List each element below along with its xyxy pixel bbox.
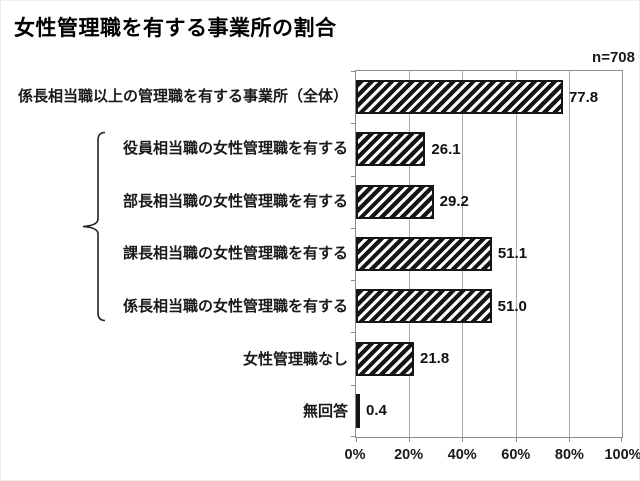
bar: [356, 80, 563, 115]
category-label: 部長相当職の女性管理職を有する: [122, 192, 348, 210]
category-label: 課長相当職の女性管理職を有する: [122, 245, 348, 263]
bar-row: 51.0: [356, 280, 622, 332]
x-tick: [462, 437, 464, 442]
bar-value-label: 21.8: [419, 350, 450, 368]
x-axis-tick-label: 0%: [344, 447, 366, 463]
x-axis-tick-label: 60%: [501, 447, 531, 463]
bar-value-label: 26.1: [431, 140, 461, 158]
bar-row: 26.1: [356, 123, 622, 175]
category-label: 女性管理職なし: [242, 350, 348, 368]
x-axis-tick-label: 80%: [554, 447, 584, 463]
x-tick: [356, 437, 357, 442]
bar: [356, 393, 360, 428]
category-label-row: 無回答: [0, 385, 348, 438]
bar-value-label: 77.8: [568, 88, 599, 106]
bar: [356, 236, 492, 271]
sample-size-label: n=708: [592, 49, 635, 66]
bar: [356, 132, 426, 167]
gridline: [568, 71, 570, 437]
bar-row: 77.8: [356, 71, 622, 123]
bar-value-label: 29.2: [439, 193, 469, 211]
category-label: 係長相当職以上の管理職を有する事業所（全体）: [17, 87, 348, 105]
y-tick: [351, 71, 356, 72]
category-label-row: 係長相当職以上の管理職を有する事業所（全体）: [0, 70, 348, 123]
category-label-row: 課長相当職の女性管理職を有する: [0, 228, 348, 281]
y-tick: [351, 175, 356, 177]
x-tick: [515, 437, 517, 442]
x-axis-tick-label: 100%: [604, 447, 640, 463]
bar-rows: 77.8 26.1 29.2 51.1 51.0 21.8 0.4: [356, 71, 622, 437]
bar: [356, 289, 492, 324]
x-axis-labels: 0% 20% 40% 60% 80% 100%: [345, 447, 640, 465]
y-tick: [351, 227, 356, 229]
gridline: [515, 71, 517, 437]
category-label: 係長相当職の女性管理職を有する: [122, 297, 348, 315]
bar-row: 51.1: [356, 228, 622, 280]
y-tick: [351, 332, 356, 334]
x-tick: [409, 437, 411, 442]
bar-value-label: 0.4: [366, 402, 387, 420]
x-axis-ticks: [356, 437, 622, 443]
y-tick: [351, 384, 356, 386]
x-axis-tick-label: 20%: [394, 447, 424, 463]
category-label-row: 女性管理職なし: [0, 333, 348, 386]
y-tick: [351, 123, 356, 125]
y-tick: [351, 280, 356, 282]
category-label-row: 部長相当職の女性管理職を有する: [0, 175, 348, 228]
category-label-row: 係長相当職の女性管理職を有する: [0, 280, 348, 333]
x-tick: [568, 437, 570, 442]
group-brace: [82, 131, 106, 322]
bar-row: 0.4: [356, 385, 622, 437]
category-label-row: 役員相当職の女性管理職を有する: [0, 123, 348, 176]
bar-row: 29.2: [356, 176, 622, 228]
y-axis-ticks: [351, 71, 356, 437]
category-label: 役員相当職の女性管理職を有する: [122, 140, 348, 158]
category-label: 無回答: [302, 403, 348, 421]
bar: [356, 184, 434, 219]
category-labels: 係長相当職以上の管理職を有する事業所（全体） 役員相当職の女性管理職を有する 部…: [0, 70, 348, 438]
y-tick: [351, 436, 356, 437]
bar-row: 21.8: [356, 332, 622, 384]
x-axis-tick-label: 40%: [447, 447, 477, 463]
plot-area: 77.8 26.1 29.2 51.1 51.0 21.8 0.4: [351, 70, 623, 442]
x-tick: [621, 437, 622, 442]
bar-value-label: 51.1: [497, 245, 528, 263]
chart-title: 女性管理職を有する事業所の割合: [14, 17, 337, 40]
bar-value-label: 51.0: [497, 297, 527, 315]
bar: [356, 341, 414, 376]
